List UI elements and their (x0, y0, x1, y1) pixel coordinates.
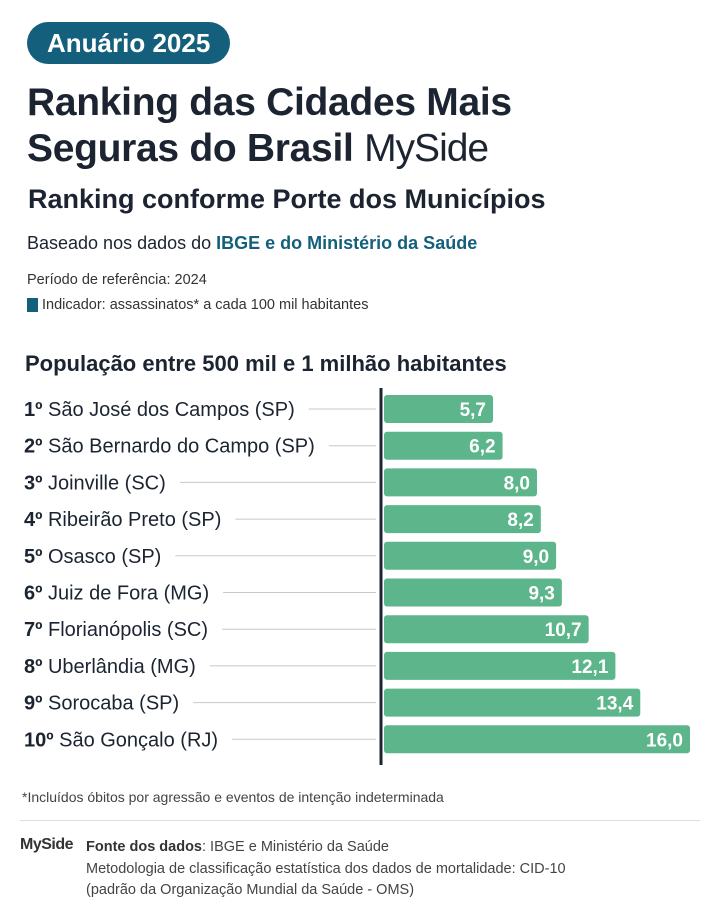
city-name: Ribeirão Preto (SP) (48, 509, 221, 531)
value-label: 12,1 (571, 657, 608, 678)
city-name: São José dos Campos (SP) (48, 399, 295, 421)
city-name: Uberlândia (MG) (48, 656, 196, 678)
value-label: 6,2 (469, 437, 495, 458)
bar (384, 541, 557, 570)
rank-label: 10º (24, 729, 59, 751)
category-label: 10º São Gonçalo (RJ) (24, 729, 218, 751)
category-label: 2º São Bernardo do Campo (SP) (24, 436, 315, 458)
category-label: 9º Sorocaba (SP) (24, 693, 179, 715)
category-label: 8º Uberlândia (MG) (24, 656, 196, 678)
value-label: 8,0 (504, 473, 530, 494)
bar (384, 725, 690, 754)
title-line-1: Ranking das Cidades Mais (27, 81, 512, 124)
myside-logo: MySide (364, 127, 489, 170)
rank-label: 7º (24, 619, 48, 641)
reference-period: Período de referência: 2024 (27, 272, 207, 288)
rank-label: 3º (24, 472, 48, 494)
rank-label: 5º (24, 546, 48, 568)
value-label: 5,7 (460, 400, 486, 421)
source-info: Fonte dos dados: IBGE e Ministério da Sa… (86, 837, 566, 902)
city-name: São Gonçalo (RJ) (59, 729, 218, 751)
rank-label: 9º (24, 693, 48, 715)
city-name: Joinville (SC) (48, 472, 166, 494)
bar (384, 688, 641, 717)
title-line-2: Seguras do Brasil (27, 127, 354, 170)
value-label: 13,4 (596, 694, 633, 715)
value-label: 10,7 (545, 620, 582, 641)
methodology-line-2: (padrão da Organização Mundial da Saúde … (86, 882, 415, 898)
category-label: 6º Juiz de Fora (MG) (24, 583, 209, 605)
rank-label: 4º (24, 509, 48, 531)
bar (384, 395, 494, 423)
bar (384, 578, 562, 607)
category-label: 4º Ribeirão Preto (SP) (24, 509, 221, 531)
value-label: 16,0 (646, 730, 683, 751)
value-label: 8,2 (507, 510, 533, 531)
bar (384, 431, 503, 460)
source-value: : IBGE e Ministério da Saúde (202, 839, 389, 855)
bar (384, 505, 541, 534)
rank-label: 8º (24, 656, 48, 678)
rank-label: 6º (24, 583, 48, 605)
value-label: 9,0 (523, 547, 549, 568)
data-basis: Baseado nos dados do IBGE e do Ministéri… (27, 233, 477, 254)
category-label: 3º Joinville (SC) (24, 472, 166, 494)
category-label: 1º São José dos Campos (SP) (24, 399, 295, 421)
footnote: *Incluídos óbitos por agressão e eventos… (22, 789, 444, 805)
bar (384, 468, 537, 497)
divider (20, 820, 700, 821)
city-name: Florianópolis (SC) (48, 619, 208, 641)
bar (384, 615, 589, 644)
year-badge: Anuário 2025 (27, 22, 231, 64)
methodology-line-1: Metodologia de classificação estatística… (86, 860, 566, 877)
value-label: 9,3 (528, 584, 554, 605)
bar (384, 651, 616, 680)
category-label: 5º Osasco (SP) (24, 546, 161, 568)
page-title: Ranking das Cidades Mais Seguras do Bras… (27, 80, 512, 172)
chart-title: População entre 500 mil e 1 milhão habit… (25, 351, 507, 376)
footer-logo: MySide (20, 836, 74, 853)
source-label: Fonte dos dados (86, 839, 202, 855)
rank-label: 2º (24, 436, 48, 458)
indicator-legend: Indicador: assassinatos* a cada 100 mil … (27, 297, 368, 313)
legend-swatch (27, 298, 38, 312)
city-name: Osasco (SP) (48, 546, 161, 568)
rank-label: 1º (24, 399, 48, 421)
basis-prefix: Baseado nos dados do (27, 233, 217, 253)
city-name: Juiz de Fora (MG) (48, 583, 209, 605)
category-label: 7º Florianópolis (SC) (24, 619, 208, 641)
city-name: São Bernardo do Campo (SP) (48, 436, 315, 458)
subtitle: Ranking conforme Porte dos Municípios (28, 184, 546, 214)
bar-chart: 1º São José dos Campos (SP) 5,7 2º São Ber… (24, 388, 690, 765)
basis-highlight: IBGE e do Ministério da Saúde (216, 233, 478, 253)
city-name: Sorocaba (SP) (48, 693, 179, 715)
indicator-text: Indicador: assassinatos* a cada 100 mil … (42, 297, 369, 313)
